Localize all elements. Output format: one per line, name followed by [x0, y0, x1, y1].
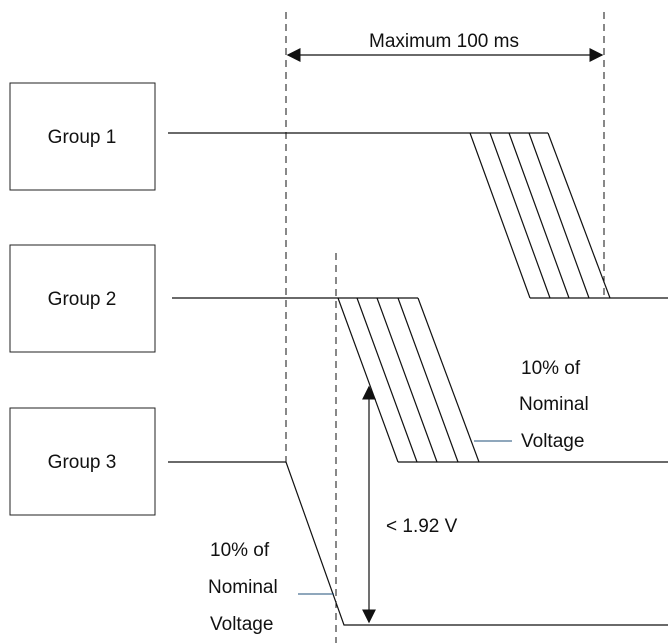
left-note-line-3: Voltage: [210, 614, 273, 635]
group-1-box: [9, 82, 156, 191]
max-duration-label: Maximum 100 ms: [369, 31, 519, 52]
group-1-label: Group 1: [48, 127, 117, 148]
right-note-line-1: 10% of: [521, 358, 581, 379]
group-3-label: Group 3: [48, 452, 117, 473]
voltage-drop-label: < 1.92 V: [386, 516, 458, 537]
group-3-waveform: [168, 461, 668, 626]
group-3-box: [9, 407, 156, 516]
left-note-line-2: Nominal: [208, 577, 278, 598]
group-2-label: Group 2: [48, 289, 117, 310]
left-note-line-1: 10% of: [210, 540, 270, 561]
right-note-line-2: Nominal: [519, 394, 589, 415]
group-2-ramp-hatch: [337, 297, 480, 463]
group-2-box: [9, 244, 156, 353]
right-note-line-3: Voltage: [521, 431, 584, 452]
group-1-ramp-hatch: [469, 132, 611, 299]
